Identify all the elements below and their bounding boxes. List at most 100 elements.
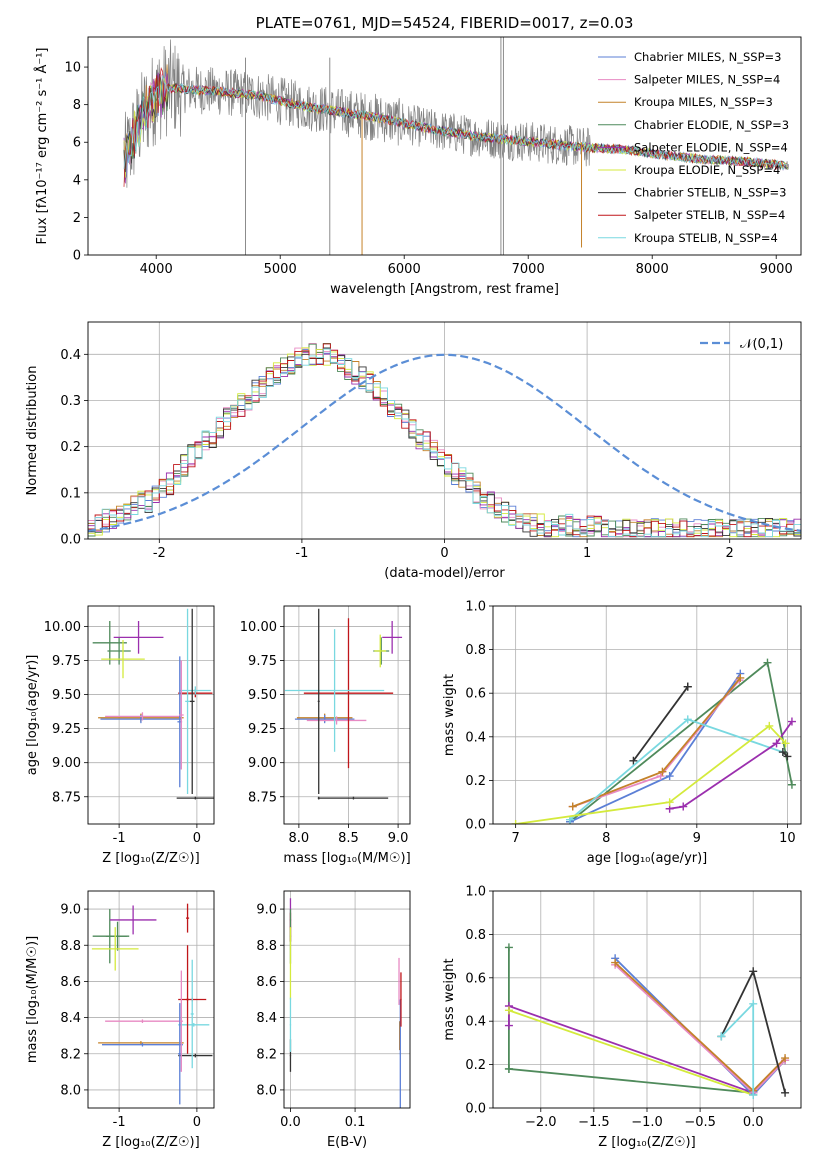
model-spectrum-line (123, 75, 788, 171)
x-tick-label: 0.0 (280, 1115, 301, 1130)
residual-histogram (88, 343, 801, 538)
y-tick-label: 10.00 (240, 620, 277, 635)
axes-frame (87, 605, 215, 825)
weight-line (572, 677, 741, 808)
y-tick-label: 0.2 (465, 1058, 486, 1073)
panel-weight-vs-age: 7 8 9 10 0.0 0.2 0.4 0.6 0.8 1.0 age [log₁₀(age/yr… (442, 600, 802, 866)
y-tick-label: 0.4 (465, 730, 486, 745)
x-tick-label: 9.0 (388, 831, 409, 846)
y-tick-label: 0.6 (465, 687, 486, 702)
weight-marker (778, 748, 787, 757)
y-tick-label: 10 (64, 61, 81, 76)
y-tick-label: 0.0 (465, 1102, 486, 1117)
weight-line (569, 718, 784, 821)
y-axis-label: mass [log₁₀(M/M☉)] (25, 936, 40, 1063)
weight-line (507, 1004, 754, 1094)
weight-marker (736, 673, 745, 682)
y-tick-label: 8.8 (60, 939, 81, 954)
normal-reference-curve (88, 353, 801, 532)
y-tick-label: 9.75 (248, 654, 277, 669)
weight-marker (763, 658, 772, 667)
y-tick-label: 8.4 (60, 1011, 81, 1026)
x-tick-label: 7 (512, 831, 520, 846)
weight-line (515, 724, 787, 824)
x-tick-label: 10 (779, 831, 796, 846)
y-tick-label: 8 (73, 98, 81, 113)
legend-label: Chabrier STELIB, N_SSP=3 (634, 186, 786, 200)
weight-line (782, 751, 789, 758)
y-axis-label: mass weight (442, 674, 457, 756)
y-tick-label: 6 (73, 136, 81, 151)
x-tick-label: -1 (113, 1115, 126, 1130)
y-axis-label: mass weight (442, 958, 457, 1040)
y-tick-label: 0.8 (465, 643, 486, 658)
weight-marker (504, 943, 513, 952)
weight-line (572, 679, 741, 808)
x-tick-label: -2 (153, 546, 166, 561)
y-axis-label: Flux [fλ10⁻¹⁷ erg cm⁻² s⁻¹ Å⁻¹] (34, 48, 50, 245)
weight-line (507, 947, 754, 1094)
y-tick-label: 8.6 (60, 975, 81, 990)
weight-marker (683, 715, 692, 724)
axes-frame (492, 890, 802, 1109)
y-tick-label: 8.2 (256, 1047, 277, 1062)
legend-label: Chabrier MILES, N_SSP=3 (634, 50, 781, 64)
y-tick-label: 0.4 (465, 1015, 486, 1030)
y-tick-label: 0.4 (60, 348, 81, 363)
y-tick-label: 8.4 (256, 1011, 277, 1026)
y-tick-label: 9.75 (52, 654, 81, 669)
legend-label: Salpeter MILES, N_SSP=4 (634, 73, 780, 87)
plot-area (284, 608, 403, 800)
residual-histogram (88, 348, 801, 538)
y-tick-label: 0 (73, 249, 81, 264)
legend-label: Kroupa MILES, N_SSP=3 (634, 95, 773, 109)
x-tick-label: 8 (602, 831, 610, 846)
x-tick-label: 8.5 (338, 831, 359, 846)
legend-label: Salpeter ELODIE, N_SSP=4 (634, 140, 788, 154)
weight-marker (717, 1032, 726, 1041)
weight-marker (749, 1090, 758, 1099)
y-tick-label: 0.0 (465, 818, 486, 833)
weight-marker (781, 739, 790, 748)
x-axis-label: E(B-V) (327, 1135, 367, 1150)
weight-marker (511, 820, 520, 824)
y-tick-label: 8.0 (256, 1083, 277, 1098)
weight-line (669, 720, 793, 810)
x-tick-label: 8.0 (289, 831, 310, 846)
weight-marker (611, 958, 620, 967)
weight-marker (781, 1088, 790, 1097)
y-tick-label: 2 (73, 211, 81, 226)
y-tick-label: 0.1 (60, 486, 81, 501)
axes-frame (87, 321, 802, 540)
x-tick-label: 4000 (140, 262, 173, 277)
y-tick-label: 0.2 (60, 440, 81, 455)
x-tick-label: 0 (193, 831, 201, 846)
weight-line (569, 661, 793, 823)
weight-marker (765, 721, 774, 730)
panel-spectrum: 4000 5000 6000 7000 8000 9000 0 2 4 6 8 10 wavelengt… (34, 14, 802, 297)
y-tick-label: 9.50 (248, 688, 277, 703)
weight-marker (629, 756, 638, 765)
weight-marker (787, 717, 796, 726)
model-spectrum-line (123, 69, 788, 173)
weight-marker (504, 1006, 513, 1015)
chart-title: PLATE=0761, MJD=54524, FIBERID=0017, z=0… (256, 14, 634, 32)
x-tick-label: 0 (193, 1115, 201, 1130)
x-tick-label: 0 (440, 546, 448, 561)
panel-weight-vs-z: −2.0 −1.5 −1.0 −0.5 0.0 0.0 0.2 0.4 0.6 0.8 1.0 Z [… (442, 885, 802, 1150)
weight-marker (679, 802, 688, 811)
y-tick-label: 9.25 (52, 722, 81, 737)
x-tick-label: 6000 (388, 262, 421, 277)
x-axis-label: age [log₁₀(age/yr)] (587, 851, 708, 866)
plot-area (511, 658, 796, 824)
y-tick-label: 9.00 (52, 756, 81, 771)
y-tick-label: 8.75 (52, 790, 81, 805)
y-tick-label: 0.2 (465, 774, 486, 789)
plot-area (504, 943, 790, 1099)
panel-age-vs-z: -1 0 8.75 9.00 9.25 9.50 9.75 10.00 Z [log₁₀(Z/Z… (25, 605, 215, 866)
panel-mass-vs-ebv: 0.0 0.1 8.0 8.2 8.4 8.6 8.8 9.0 E(B-V) (256, 890, 411, 1150)
weight-marker (665, 798, 674, 807)
weight-line (508, 1009, 754, 1096)
legend-label: Salpeter STELIB, N_SSP=4 (634, 208, 785, 222)
